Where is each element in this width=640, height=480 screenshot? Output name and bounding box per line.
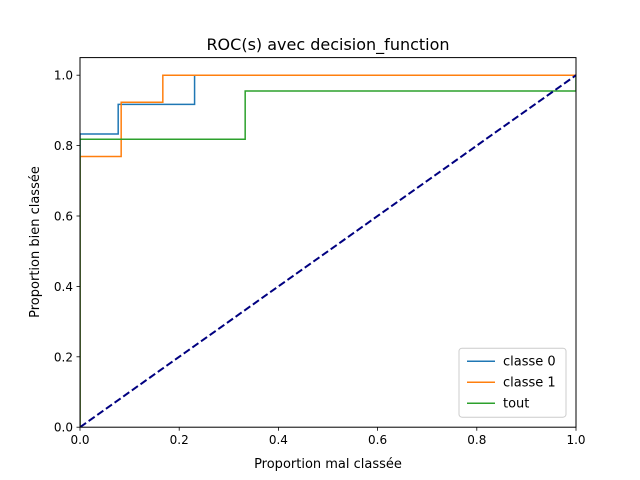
y-tick-label: 0.2 (54, 350, 73, 364)
legend-box (458, 347, 567, 418)
y-tick-label: 0.0 (54, 421, 73, 435)
y-tick-label: 1.0 (54, 69, 73, 83)
y-axis-label: Proportion bien classée (28, 166, 43, 318)
x-tick-label: 0.8 (467, 433, 486, 447)
legend: classe 0 classe 1 tout (458, 347, 567, 418)
x-tick-label: 0.2 (170, 433, 189, 447)
x-axis-ticks: 0.0 0.2 0.4 0.6 0.8 1.0 (70, 427, 586, 447)
x-tick-label: 0.4 (269, 433, 288, 447)
x-tick-label: 1.0 (566, 433, 585, 447)
x-tick-label: 0.6 (368, 433, 387, 447)
legend-label: classe 0 (503, 355, 556, 370)
reference-diagonal-line (80, 74, 576, 427)
plot-frame (79, 57, 577, 428)
x-axis-label: Proportion mal classée (254, 457, 402, 472)
series-line-tout (80, 75, 576, 427)
x-tick-label: 0.0 (70, 433, 89, 447)
series-line-classe-1 (80, 74, 576, 427)
series-layer (80, 74, 576, 427)
legend-label: classe 1 (503, 376, 556, 391)
legend-label: tout (503, 397, 529, 412)
y-axis-ticks: 0.0 0.2 0.4 0.6 0.8 1.0 (54, 69, 80, 435)
y-tick-label: 0.6 (54, 210, 73, 224)
y-tick-label: 0.4 (54, 280, 73, 294)
y-tick-label: 0.8 (54, 139, 73, 153)
chart-title: ROC(s) avec decision_function (206, 35, 449, 55)
